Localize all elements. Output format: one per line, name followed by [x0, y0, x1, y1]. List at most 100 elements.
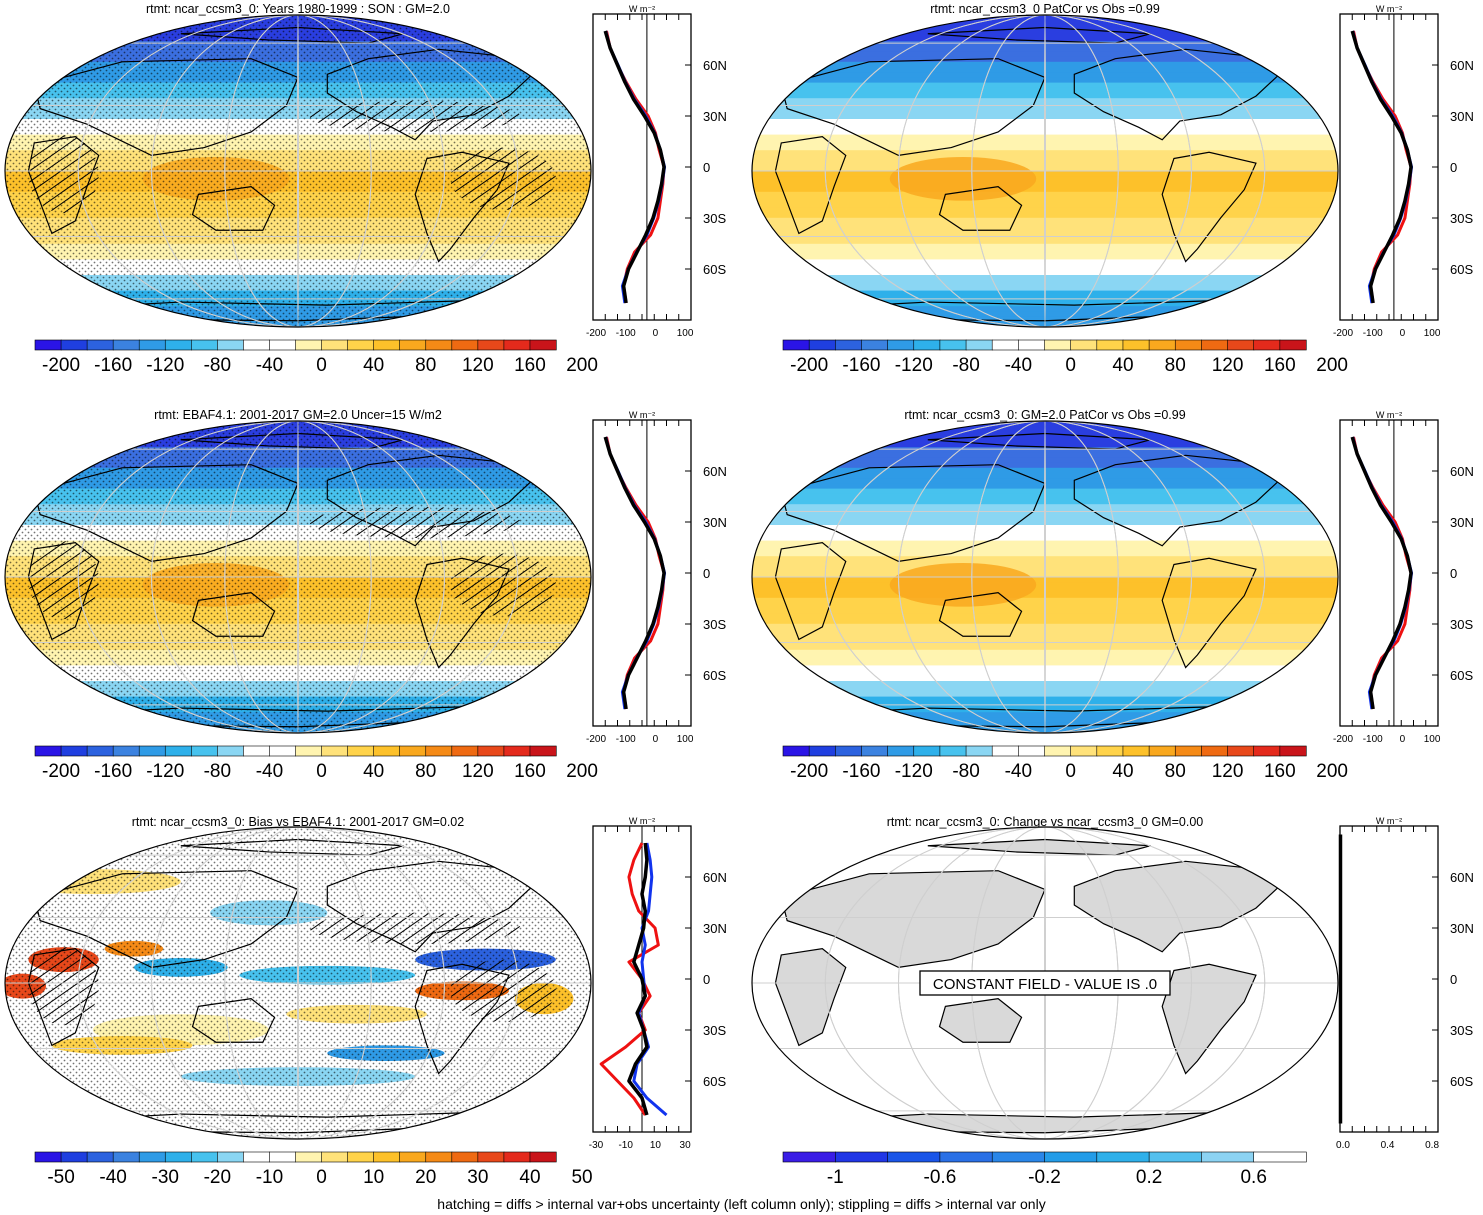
colorbar-label: -160: [842, 761, 880, 782]
colorbar-cell: [451, 1151, 479, 1163]
colorbar-label: 0: [316, 1167, 327, 1188]
colorbar-label: -80: [204, 761, 231, 782]
profile-line-black: [1350, 30, 1413, 304]
panel-title: rtmt: ncar_ccsm3_0 PatCor vs Obs =0.99: [930, 2, 1160, 16]
colorbar-label: 120: [462, 761, 494, 782]
colorbar-cell: [1044, 745, 1072, 757]
profile-tick-label: 0.0: [1336, 1140, 1350, 1151]
lat-label: 60S: [1450, 668, 1473, 683]
colorbar-cell: [861, 745, 889, 757]
colorbar-label: 80: [1165, 761, 1186, 782]
colorbar-cell: [269, 1151, 297, 1163]
colorbar-cell: [1122, 745, 1150, 757]
coastline: [938, 591, 1023, 637]
graticule-lon: [898, 827, 1192, 1139]
colorbar-cell: [164, 745, 192, 757]
colorbar-cell: [191, 1151, 218, 1163]
colorbar-cell: [1122, 339, 1150, 351]
lat-label: 0: [1450, 972, 1457, 987]
colorbar-cell: [1044, 339, 1072, 351]
colorbar-cell: [1096, 339, 1124, 351]
colorbar-cell: [321, 339, 349, 351]
colorbar-cell: [451, 339, 479, 351]
colorbar-label: 80: [415, 355, 436, 376]
lat-label: 30S: [703, 211, 726, 226]
colorbar-label: 160: [514, 761, 546, 782]
colorbar-cell: [808, 339, 836, 351]
colorbar-label: 40: [1112, 355, 1133, 376]
colorbar-cell: [191, 339, 218, 351]
colorbar-label: -0.2: [1028, 1167, 1061, 1188]
hatching: [450, 553, 556, 616]
graticule-lon: [824, 827, 1266, 1139]
colorbar-cell: [965, 745, 993, 757]
map: [752, 421, 1338, 733]
lat-label: 60S: [703, 1074, 726, 1089]
graticule-lon: [898, 421, 1192, 733]
lat-label: 30N: [1450, 109, 1474, 124]
colorbar-cell: [477, 339, 505, 351]
colorbar-cell: [295, 745, 323, 757]
colorbar-cell: [1044, 1151, 1098, 1163]
map: [752, 15, 1338, 327]
colorbar-label: -40: [99, 1167, 126, 1188]
profile-unit: W m⁻²: [629, 4, 655, 14]
colorbar-label: -200: [42, 761, 80, 782]
colorbar-cell: [939, 745, 967, 757]
colorbar-cell: [243, 339, 271, 351]
hatching: [28, 947, 99, 1026]
lat-label: 60N: [1450, 870, 1474, 885]
colorbar-cell: [347, 1151, 375, 1163]
colorbar: -200 -160 -120 -80 -40 0 40 80 120 160 200: [34, 745, 598, 782]
colorbar-label: 40: [363, 761, 384, 782]
colorbar-cell: [191, 745, 218, 757]
colorbar-label: 0.6: [1240, 1167, 1266, 1188]
colorbar-cell: [321, 745, 349, 757]
map-border: [751, 420, 1339, 734]
profile-tick-label: 0.4: [1381, 1140, 1395, 1151]
colorbar-cell: [1227, 745, 1255, 757]
colorbar-label: 80: [1165, 355, 1186, 376]
colorbar-label: 0: [1065, 355, 1076, 376]
colorbar-cell: [1253, 745, 1281, 757]
lat-label: 30N: [1450, 921, 1474, 936]
coastline: [1161, 151, 1257, 263]
coastline: [1073, 48, 1281, 141]
graticule-lon: [1044, 15, 1046, 327]
colorbar-cell: [887, 339, 915, 351]
panel-model: rtmt: ncar_ccsm3_0: Years 1980-1999 : SO…: [4, 2, 727, 376]
coastline: [1161, 557, 1257, 669]
profile-tick-label: 30: [680, 1140, 692, 1151]
graticule-lon: [151, 827, 445, 1139]
footnote: hatching = diffs > internal var+obs unce…: [437, 1196, 1046, 1212]
profile-tick-label: 100: [677, 328, 694, 339]
warm-pool: [889, 562, 1037, 607]
colorbar-cell: [1253, 1151, 1307, 1163]
colorbar-label: 40: [363, 355, 384, 376]
profile-tick-label: -100: [616, 328, 636, 339]
panel-change: rtmt: ncar_ccsm3_0: Change vs ncar_ccsm3…: [751, 815, 1474, 1188]
profile-tick-label: 0: [653, 328, 659, 339]
graticule-lon: [297, 15, 299, 327]
colorbar-cell: [939, 1151, 993, 1163]
lat-label: 30S: [1450, 1023, 1473, 1038]
zonal-profile: -30 -10 10 30 W m⁻² 60N 30N 0 30S 60S: [589, 816, 727, 1151]
map: [5, 15, 591, 327]
colorbar-cell: [1096, 745, 1124, 757]
profile-tick-label: 0: [653, 734, 659, 745]
colorbar-cell: [164, 339, 192, 351]
colorbar-label: 120: [1212, 761, 1244, 782]
panel-title: rtmt: EBAF4.1: 2001-2017 GM=2.0 Uncer=15…: [154, 408, 442, 422]
panel-bias: rtmt: ncar_ccsm3_0: Bias vs EBAF4.1: 200…: [4, 815, 727, 1188]
map-border: [751, 14, 1339, 328]
colorbar-cell: [503, 339, 531, 351]
profile-frame: [1339, 825, 1439, 1133]
colorbar-cell: [834, 1151, 889, 1163]
colorbar-label: -120: [895, 355, 933, 376]
colorbar-label: -1: [827, 1167, 844, 1188]
lat-label: 60N: [1450, 58, 1474, 73]
colorbar-label: 10: [363, 1167, 384, 1188]
colorbar: -200 -160 -120 -80 -40 0 40 80 120 160 200: [34, 339, 598, 376]
colorbar: -200 -160 -120 -80 -40 0 40 80 120 160 200: [782, 339, 1348, 376]
